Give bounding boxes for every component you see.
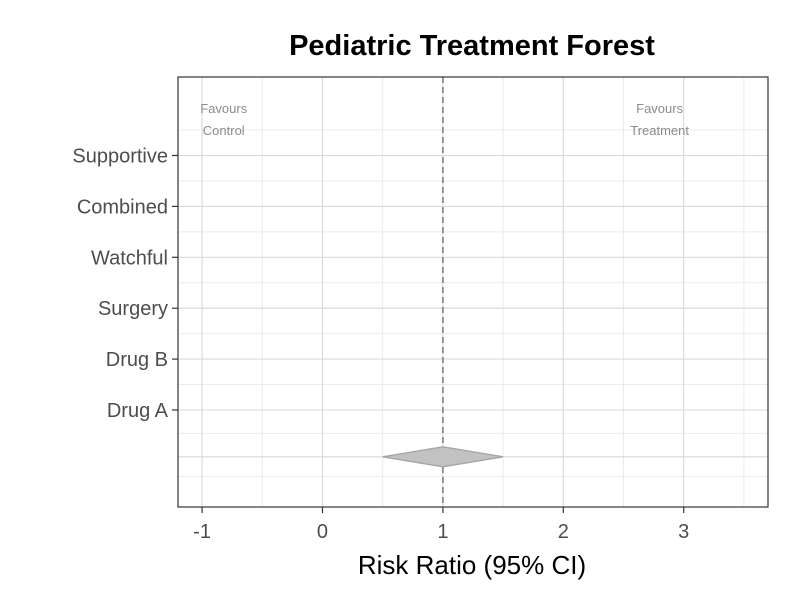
y-tick-label: Watchful [91,247,168,269]
summary-diamond [382,446,504,468]
annotation-left-line: Control [203,123,245,138]
y-axis: Drug A Drug B Surgery Watchful Combined Suppo… [72,146,178,422]
x-tick-label: 2 [558,521,569,543]
annotation-right-line: Favours [636,101,683,116]
x-tick-label: 0 [317,521,328,543]
y-tick-label: Combined [77,196,168,218]
y-tick-label: Surgery [98,298,168,320]
grid-lines [178,77,768,507]
x-axis: -1 0 1 2 3 [193,507,689,543]
y-tick-label: Supportive [72,146,168,168]
y-tick-label: Drug A [107,400,169,422]
annotations: Favours Control Favours Treatment [200,101,689,138]
y-tick-label: Drug B [106,349,168,371]
x-tick-label: 3 [678,521,689,543]
x-axis-title: Risk Ratio (95% CI) [358,550,586,580]
annotation-left-line: Favours [200,101,247,116]
x-tick-label: 1 [437,521,448,543]
summary-group [382,446,504,468]
panel-border [177,76,769,508]
x-tick-label: -1 [193,521,211,543]
chart-title: Pediatric Treatment Forest [289,30,655,62]
annotation-right-line: Treatment [630,123,689,138]
